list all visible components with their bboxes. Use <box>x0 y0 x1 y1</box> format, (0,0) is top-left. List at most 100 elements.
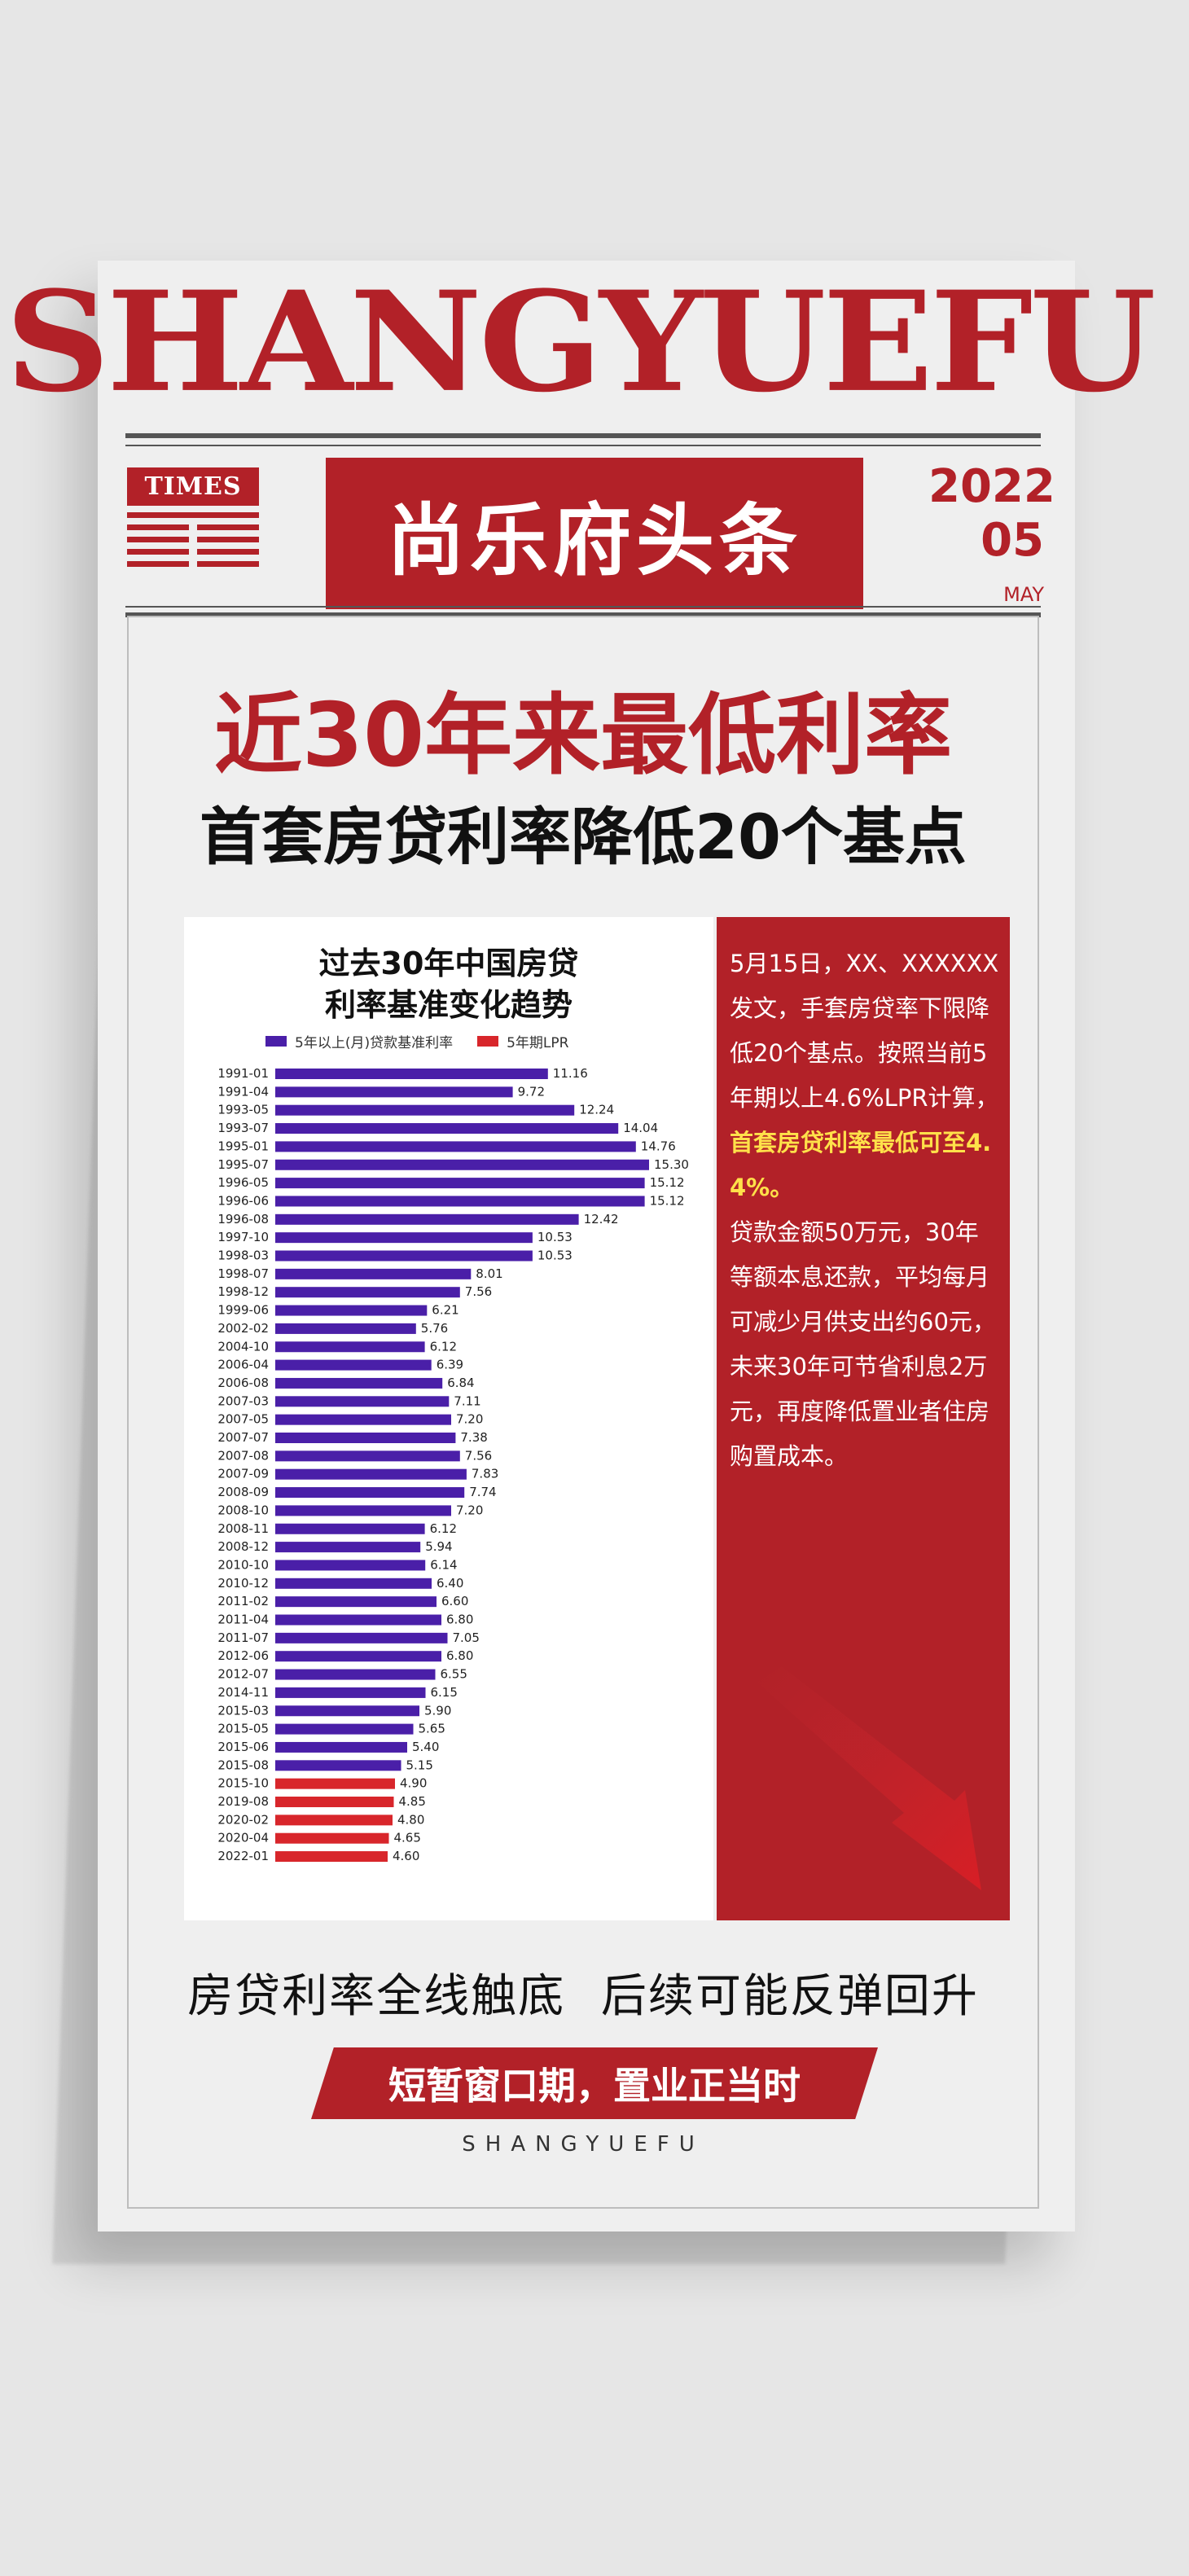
category-label: 1999-06 <box>217 1303 269 1318</box>
legend-item-base: 5年以上(月)贷款基准利率 <box>265 1031 453 1051</box>
value-label: 6.60 <box>441 1594 468 1608</box>
top-rule-thin <box>125 445 1041 446</box>
category-label: 2020-02 <box>217 1812 269 1827</box>
legend-label-base: 5年以上(月)贷款基准利率 <box>295 1035 454 1051</box>
times-lines-icon <box>127 512 259 567</box>
bar <box>275 1268 472 1279</box>
chart-title-line-2: 利率基准变化趋势 <box>324 987 573 1024</box>
bar <box>275 1542 421 1553</box>
value-label: 6.55 <box>441 1667 467 1682</box>
masthead: SHANGYUEFU <box>5 273 1156 410</box>
value-label: 7.56 <box>465 1448 492 1463</box>
bar <box>275 1305 428 1316</box>
value-label: 4.85 <box>399 1794 426 1809</box>
category-label: 2019-08 <box>217 1794 269 1809</box>
header-banner: 尚乐府头条 <box>326 458 863 609</box>
value-label: 7.05 <box>453 1630 480 1645</box>
value-label: 12.42 <box>584 1212 619 1227</box>
value-label: 7.83 <box>472 1467 498 1481</box>
value-label: 8.01 <box>476 1266 502 1281</box>
value-label: 5.90 <box>424 1703 451 1718</box>
chart-title: 过去30年中国房贷 利率基准变化趋势 <box>184 943 713 1027</box>
category-label: 2008-09 <box>217 1485 269 1499</box>
category-label: 2012-07 <box>217 1667 269 1682</box>
value-label: 10.53 <box>537 1230 573 1244</box>
bar <box>275 1487 465 1499</box>
category-label: 1998-12 <box>217 1284 269 1299</box>
category-label: 1996-05 <box>217 1175 269 1190</box>
value-label: 14.76 <box>641 1139 676 1153</box>
bar <box>275 1815 393 1826</box>
bar <box>275 1669 436 1680</box>
value-label: 6.40 <box>437 1576 463 1591</box>
bar <box>275 1632 448 1643</box>
bar <box>275 1832 389 1844</box>
category-label: 1998-03 <box>217 1249 269 1263</box>
value-label: 6.12 <box>430 1521 457 1536</box>
bar <box>275 1086 513 1098</box>
bar <box>275 1651 441 1662</box>
chart-panel: 过去30年中国房贷 利率基准变化趋势 5年以上(月)贷款基准利率 5年期LPR … <box>184 917 713 1920</box>
value-label: 4.80 <box>397 1812 424 1827</box>
category-label: 1993-07 <box>217 1121 269 1135</box>
value-label: 7.11 <box>454 1393 480 1408</box>
category-label: 2007-07 <box>217 1430 269 1445</box>
bar <box>275 1705 419 1717</box>
bar <box>275 1560 426 1571</box>
category-label: 1998-07 <box>217 1266 269 1281</box>
down-arrow-icon <box>757 1666 981 1890</box>
value-label: 4.90 <box>400 1776 427 1791</box>
value-label: 7.56 <box>465 1284 492 1299</box>
category-label: 1996-06 <box>217 1193 269 1208</box>
value-label: 6.15 <box>431 1685 458 1700</box>
bar <box>275 1596 437 1608</box>
value-label: 6.21 <box>432 1303 458 1318</box>
bar <box>275 1414 451 1425</box>
bar <box>275 1104 575 1116</box>
legend-label-lpr: 5年期LPR <box>507 1035 569 1051</box>
category-label: 2007-05 <box>217 1412 269 1427</box>
value-label: 7.20 <box>456 1412 483 1427</box>
header-rule-thick <box>125 612 1041 617</box>
category-label: 2010-10 <box>217 1557 269 1572</box>
category-label: 2015-08 <box>217 1758 269 1772</box>
bar <box>275 1723 414 1735</box>
value-label: 15.30 <box>654 1157 689 1172</box>
tagline: 房贷利率全线触底 后续可能反弹回升 <box>187 1970 979 2023</box>
bar-chart: 1991-01 11.16 1991-04 9.72 1993-05 12.24 1993-… <box>217 1066 689 1863</box>
category-label: 1995-01 <box>217 1139 269 1153</box>
value-label: 6.14 <box>430 1557 457 1572</box>
header-rule-thin <box>125 606 1041 608</box>
article-body: 5月15日，XX、XXXXXX发文，手套房贷率下限降低20个基点。按照当前5年期… <box>730 941 1000 1479</box>
category-label: 2011-07 <box>217 1630 269 1645</box>
bar <box>275 1359 432 1371</box>
value-label: 5.40 <box>412 1740 439 1754</box>
value-label: 5.94 <box>425 1539 452 1554</box>
category-label: 2012-06 <box>217 1648 269 1663</box>
category-label: 2020-04 <box>217 1831 269 1845</box>
times-badge: TIMES <box>127 467 259 598</box>
value-label: 5.76 <box>421 1321 448 1336</box>
article-para-2: 贷款金额50万元，30年等额本息还款，平均每月可减少月供支出约60元，未来30年… <box>730 1218 996 1470</box>
chart-legend: 5年以上(月)贷款基准利率 5年期LPR <box>265 1031 568 1051</box>
bar <box>275 1741 407 1753</box>
value-label: 6.80 <box>446 1613 473 1627</box>
value-label: 5.15 <box>406 1758 433 1772</box>
value-label: 15.12 <box>650 1193 685 1208</box>
category-label: 2015-03 <box>217 1703 269 1718</box>
category-label: 2010-12 <box>217 1576 269 1591</box>
value-label: 14.04 <box>623 1121 658 1135</box>
bar <box>275 1213 579 1225</box>
value-label: 4.60 <box>393 1849 419 1863</box>
bar <box>275 1687 426 1698</box>
chart-title-line-1: 过去30年中国房贷 <box>318 946 579 981</box>
article-highlight: 首套房贷利率最低可至4.4%。 <box>730 1129 992 1201</box>
value-label: 6.39 <box>437 1358 463 1372</box>
top-rule-thick <box>125 433 1041 438</box>
brand-logo-text: SHANGYUEFU <box>5 261 1156 423</box>
value-label: 9.72 <box>518 1084 545 1099</box>
legend-item-lpr: 5年期LPR <box>477 1031 568 1051</box>
bar <box>275 1851 388 1863</box>
category-label: 2014-11 <box>217 1685 269 1700</box>
category-label: 1991-04 <box>217 1084 269 1099</box>
